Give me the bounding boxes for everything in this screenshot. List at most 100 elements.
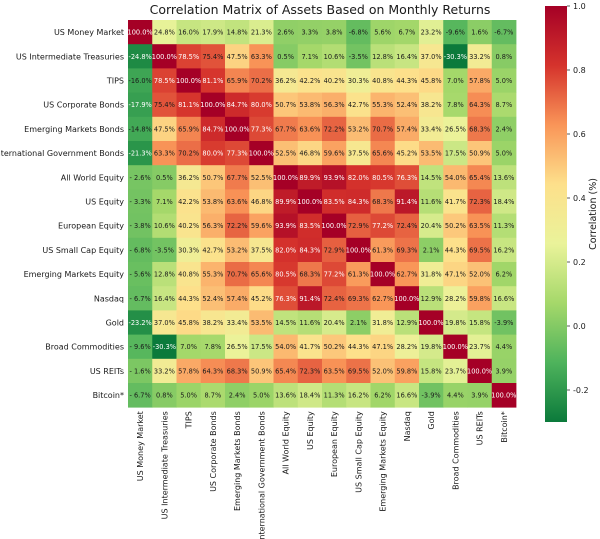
heatmap-cell [128, 334, 153, 360]
cell-value-label: 100.0% [322, 222, 347, 230]
cell-value-label: 53.5% [251, 319, 272, 327]
heatmap-cell [225, 20, 250, 45]
cell-value-label: 57.8% [178, 367, 199, 375]
heatmap-cell [322, 92, 347, 118]
heatmap-cell [322, 44, 347, 69]
heatmap-cell [370, 262, 396, 287]
cell-value-label: 54.0% [445, 174, 466, 182]
heatmap-cell [419, 189, 444, 214]
heatmap-cell [491, 189, 517, 214]
cell-value-label: 100.0% [346, 246, 371, 254]
heatmap-cell [297, 68, 323, 93]
cell-value-label: 3.9% [471, 392, 488, 400]
cell-value-label: 69.5% [469, 246, 490, 254]
heatmap-cell [467, 68, 493, 93]
heatmap-cell [152, 237, 177, 263]
heatmap-cell [297, 262, 323, 287]
cell-value-label: 77.2% [324, 271, 345, 279]
cell-value-label: -30.3% [153, 343, 176, 351]
cell-value-label: 65.9% [227, 77, 248, 85]
cell-value-label: 12.8% [372, 53, 393, 61]
column-labels: US Money Market US Intermediate Treasurie… [136, 411, 509, 539]
cell-value-label: -3.9% [422, 392, 441, 400]
cell-value-label: 11.3% [324, 392, 345, 400]
cell-value-label: 42.2% [299, 77, 320, 85]
cell-value-label: 89.9% [275, 198, 296, 206]
row-label: Gold [106, 319, 124, 328]
heatmap-cell [346, 44, 371, 69]
heatmap-cell [419, 20, 444, 45]
cell-value-label: 82.0% [275, 246, 296, 254]
heatmap-cell [176, 262, 202, 287]
heatmap-cell [346, 189, 371, 214]
cell-value-label: 13.6% [493, 174, 514, 182]
heatmap-cell [443, 334, 468, 360]
cell-value-label: 33.2% [469, 53, 490, 61]
cell-value-label: 26.5% [227, 343, 248, 351]
cell-value-label: 19.8% [421, 343, 442, 351]
cell-value-label: 47.1% [372, 343, 393, 351]
cell-value-label: 0.8% [495, 53, 512, 61]
heatmap-cell [370, 141, 396, 166]
cell-value-label: 100.0% [273, 174, 298, 182]
cell-value-label: 30.3% [348, 77, 369, 85]
heatmap-cell [346, 141, 371, 166]
cell-value-label: 21.3% [251, 29, 272, 37]
heatmap-cell [370, 310, 396, 335]
heatmap-cell [152, 141, 177, 166]
heatmap-cell [443, 141, 468, 166]
heatmap-cell [467, 141, 493, 166]
cell-value-label: -9.6% [446, 29, 465, 37]
cell-value-label: 91.4% [299, 295, 320, 303]
heatmap-cell [152, 262, 177, 287]
heatmap-cell [346, 310, 371, 335]
heatmap-cell [346, 358, 371, 384]
heatmap-cell [394, 310, 420, 335]
cell-value-label: 44.3% [178, 295, 199, 303]
cell-value-label: -30.3% [444, 53, 467, 61]
cell-value-label: - 6.7% [130, 392, 151, 400]
cell-value-label: 68.3% [299, 271, 320, 279]
heatmap-cell [152, 358, 177, 384]
cell-value-label: 33.4% [421, 125, 442, 133]
heatmap-cell [491, 358, 517, 384]
heatmap-cell [322, 286, 347, 311]
cell-value-label: 11.6% [299, 319, 320, 327]
cell-value-label: 65.6% [372, 150, 393, 158]
heatmap-cell [200, 116, 226, 142]
heatmap-cell [128, 68, 153, 93]
heatmap-cell [152, 44, 177, 69]
cell-value-label: 41.7% [445, 198, 466, 206]
column-label: Broad Commodities [451, 411, 460, 490]
heatmap-cell [273, 237, 299, 263]
cell-value-label: 12.9% [396, 319, 417, 327]
cell-value-label: 38.2% [421, 101, 442, 109]
heatmap-cell [491, 286, 517, 311]
heatmap-cell [467, 165, 493, 190]
cell-value-label: 5.0% [180, 392, 197, 400]
cell-value-label: 2.1% [350, 319, 367, 327]
heatmap-cell [152, 116, 177, 142]
cell-value-label: 30.3% [178, 246, 199, 254]
cell-value-label: 23.2% [421, 29, 442, 37]
cell-value-label: 44.3% [445, 246, 466, 254]
row-label: European Equity [58, 222, 124, 231]
cell-value-label: 62.7% [396, 271, 417, 279]
heatmap-cell [128, 262, 153, 287]
cell-value-label: 53.5% [421, 150, 442, 158]
heatmap-cell [128, 213, 153, 239]
heatmap-cell [322, 165, 347, 190]
heatmap-cell [370, 68, 396, 93]
heatmap-cell [467, 310, 493, 335]
cell-value-label: 80.5% [275, 271, 296, 279]
row-label: US REITs [90, 367, 124, 376]
heatmap-cell [467, 213, 493, 239]
heatmap-cell [443, 68, 468, 93]
heatmap-cell [394, 334, 420, 360]
heatmap-cell [152, 383, 177, 408]
heatmap-cell [346, 92, 371, 118]
heatmap-cell [225, 141, 250, 166]
heatmap-cell [200, 92, 226, 118]
column-label: International Government Bonds [257, 411, 266, 539]
cell-value-label: 57.8% [469, 77, 490, 85]
